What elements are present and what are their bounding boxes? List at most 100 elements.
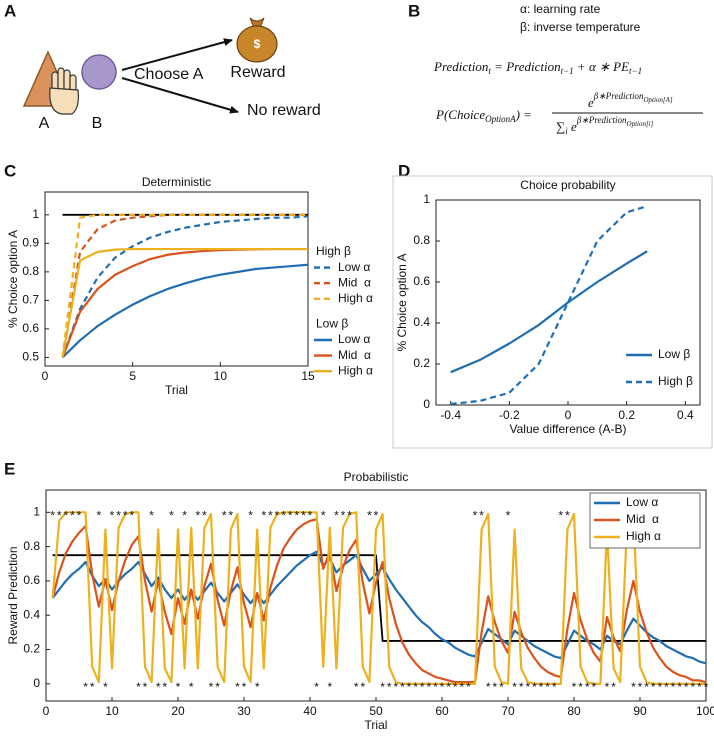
outcome-marker: *	[268, 508, 273, 522]
x-tick-label: 0.4	[677, 408, 694, 422]
y-axis-label: % Choice option A	[395, 253, 409, 351]
outcome-marker: *	[156, 680, 161, 694]
outcome-marker: *	[532, 680, 537, 694]
x-tick-label: 0	[565, 408, 572, 422]
legend-label: Low β	[658, 347, 690, 361]
arrow	[121, 38, 233, 71]
alpha-definition: α: learning rate	[520, 2, 601, 16]
x-tick-label: 0	[43, 704, 50, 718]
outcome-marker: *	[327, 680, 332, 694]
outcome-marker: *	[499, 680, 504, 694]
plot-frame	[44, 191, 309, 367]
x-tick-label: 50	[369, 704, 383, 718]
chart-title: Deterministic	[142, 175, 211, 189]
y-axis-label: Reward Prediction	[6, 546, 20, 644]
outcome-marker: *	[459, 680, 464, 694]
y-tick-label: 0.4	[23, 607, 40, 621]
outcome-marker: *	[506, 508, 511, 522]
outcome-marker: *	[294, 508, 299, 522]
outcome-marker: *	[671, 680, 676, 694]
outcome-marker: *	[479, 508, 484, 522]
outcome-marker: *	[123, 508, 128, 522]
outcome-marker: *	[360, 680, 365, 694]
series-line	[61, 263, 309, 359]
outcome-marker: *	[222, 508, 227, 522]
eq-sub: t	[488, 66, 491, 76]
legend-label: Mid α	[338, 348, 371, 362]
option-a-label: A	[39, 115, 50, 132]
legend-label: Low α	[338, 332, 370, 346]
outcome-marker: *	[116, 508, 121, 522]
x-tick-label: 0	[42, 369, 49, 383]
outcome-marker: *	[110, 508, 115, 522]
outcome-marker: *	[585, 680, 590, 694]
outcome-marker: *	[519, 680, 524, 694]
outcome-marker: *	[545, 680, 550, 694]
chart: Probabilistic 0 10 20 30 40 50 60 70 80 90 100 0 0.2 0…	[6, 470, 714, 732]
y-tick-label: 0	[33, 676, 40, 690]
outcome-marker: *	[486, 680, 491, 694]
outcome-marker: *	[552, 680, 557, 694]
y-axis-label: % Choice option A	[6, 230, 20, 328]
panel-label: D	[398, 161, 410, 180]
eq-part: P(Choice	[435, 107, 485, 122]
x-axis-label: Trial	[365, 718, 388, 732]
outcome-marker: *	[591, 680, 596, 694]
series-line	[61, 247, 308, 358]
outcome-marker: *	[143, 680, 148, 694]
eq-sup-sub: Option[i]	[627, 120, 654, 128]
x-tick-label: -0.2	[499, 408, 520, 422]
x-tick-label: 10	[214, 369, 228, 383]
outcome-marker: *	[242, 680, 247, 694]
series-line	[51, 511, 706, 685]
eq-part: = Prediction	[491, 59, 561, 74]
outcome-marker: *	[50, 508, 55, 522]
choice-numerator: eβ∗PredictionOption[A]	[588, 91, 673, 110]
outcome-marker: *	[644, 680, 649, 694]
chart: Deterministic 0 5 10 15 0.5 0.6 0.7 0.8 0.9 1 Trial…	[6, 175, 373, 397]
outcome-marker: *	[565, 508, 570, 522]
outcome-marker: *	[578, 680, 583, 694]
outcome-marker: *	[393, 680, 398, 694]
y-tick-label: 0.6	[413, 274, 430, 288]
outcome-marker: *	[413, 680, 418, 694]
outcome-marker: *	[367, 508, 372, 522]
x-tick-label: 15	[301, 369, 315, 383]
chart-title: Probabilistic	[344, 470, 409, 484]
outcome-marker: *	[129, 508, 134, 522]
outcome-marker: *	[176, 680, 181, 694]
eq-sub: OptionA	[485, 114, 516, 124]
outcome-marker: *	[664, 680, 669, 694]
series-line	[52, 554, 706, 642]
outcome-marker: *	[374, 508, 379, 522]
eq-sub: t−1	[561, 66, 574, 76]
outcome-marker: *	[697, 680, 702, 694]
legend-label: Mid α	[626, 512, 659, 526]
reward-label: Reward	[230, 64, 285, 81]
legend-label: High α	[626, 529, 661, 543]
y-tick-label: 0	[423, 397, 430, 411]
choice-denominator: ∑i eβ∗PredictionOption[i]	[556, 115, 654, 136]
outcome-marker: *	[704, 680, 709, 694]
outcome-marker: *	[195, 508, 200, 522]
outcome-marker: *	[255, 680, 260, 694]
outcome-marker: *	[684, 680, 689, 694]
outcome-marker: *	[248, 508, 253, 522]
no-reward-label: No reward	[247, 102, 321, 119]
outcome-marker: *	[400, 680, 405, 694]
update-equation: Predictiont = Predictiont−1 + α ∗ PEt−1	[433, 59, 642, 76]
eq-part: + α ∗ PE	[574, 59, 629, 74]
outcome-marker: *	[354, 680, 359, 694]
legend-title: High β	[316, 244, 351, 258]
action-label: Choose A	[134, 66, 204, 83]
legend-label: High β	[658, 374, 693, 388]
y-tick-label: 1	[423, 192, 430, 206]
chart-title: Choice probability	[520, 178, 615, 192]
outcome-marker: *	[321, 508, 326, 522]
outcome-marker: *	[202, 508, 207, 522]
hand-icon	[49, 67, 79, 115]
y-tick-label: 0.6	[22, 321, 39, 335]
legend-label: High α	[338, 363, 373, 377]
eq-part: e	[588, 95, 594, 110]
